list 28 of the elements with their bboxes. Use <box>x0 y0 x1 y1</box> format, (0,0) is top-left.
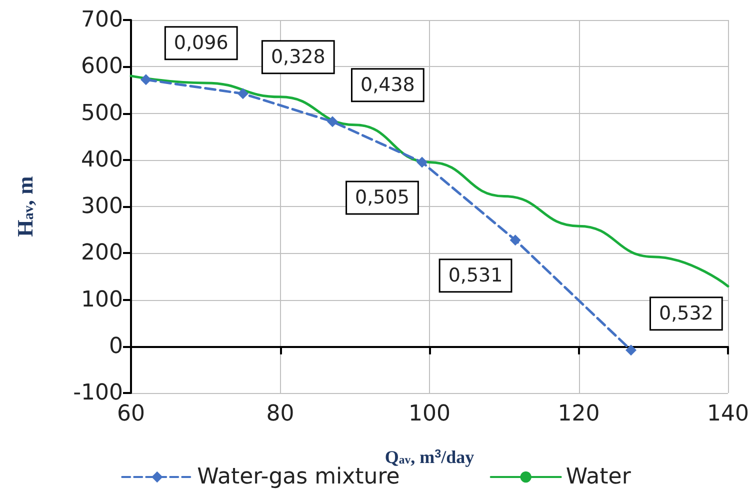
line-series <box>130 74 730 288</box>
y-tick-label: 500 <box>81 100 123 126</box>
y-tick-label: 400 <box>81 147 123 172</box>
x-tick-label: 100 <box>408 402 450 426</box>
legend-label: Water-gas mixture <box>197 464 400 490</box>
point <box>237 88 248 100</box>
x-tick-label: 140 <box>707 402 749 426</box>
annotation: 0,328 <box>270 46 326 68</box>
y-tick-label: 700 <box>81 8 123 32</box>
annotation: 0,531 <box>448 264 503 287</box>
point <box>326 116 338 128</box>
y-tick-label: 200 <box>81 240 123 266</box>
y-axis-title: Hav, m <box>12 176 38 237</box>
y-tick-label: 100 <box>81 287 123 312</box>
y-tick-label: 300 <box>81 194 123 219</box>
annotation: 0,532 <box>658 302 714 325</box>
y-tick-label: 0 <box>109 334 123 359</box>
annotation: 0,505 <box>355 186 410 209</box>
annotation: 0,096 <box>174 32 228 54</box>
legend-label: Water <box>566 464 632 490</box>
annotation: 0,438 <box>360 74 415 96</box>
point <box>140 74 152 86</box>
point <box>510 234 521 246</box>
x-tick-label: 80 <box>266 402 294 426</box>
x-tick-label: 120 <box>558 402 600 426</box>
point <box>416 156 428 168</box>
point <box>625 344 636 356</box>
y-tick-label: 600 <box>81 54 123 80</box>
